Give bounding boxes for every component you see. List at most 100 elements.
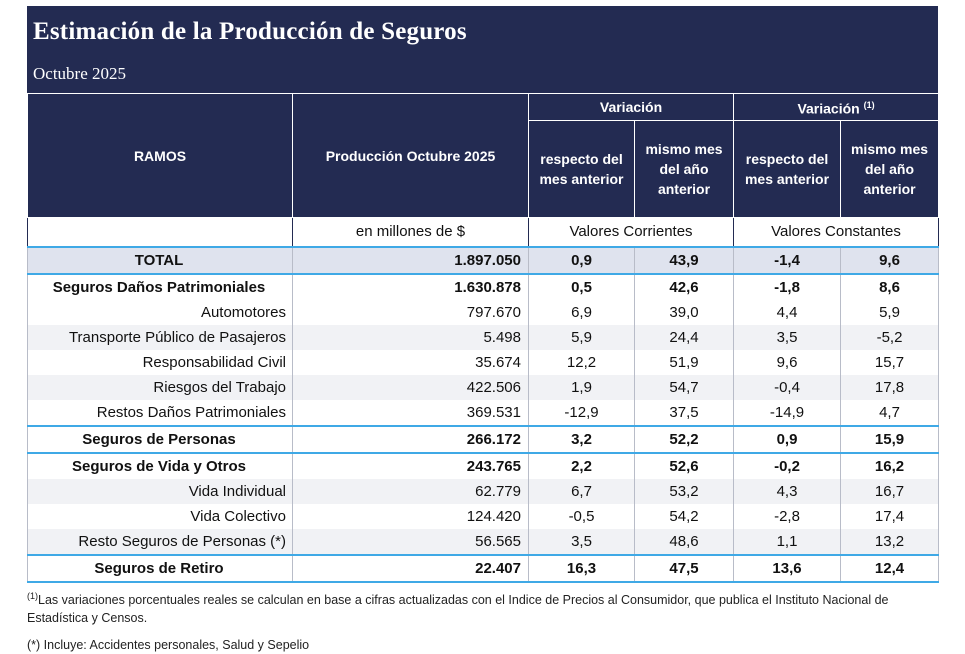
row-var-real-mes: -0,2 [733,452,842,479]
row-var-real-mes: 0,9 [733,425,842,453]
col-header-produccion: Producción Octubre 2025 [292,93,529,218]
row-var-mes: 5,9 [528,325,635,350]
row-produccion: 266.172 [292,425,529,453]
report-frame: Estimación de la Producción de Seguros O… [27,6,940,583]
row-var-anio: 54,7 [633,375,735,400]
row-produccion: 797.670 [292,300,529,325]
row-var-real-anio: 15,9 [840,425,940,453]
footnote-1: (1)Las variaciones porcentuales reales s… [27,591,889,626]
row-name: Seguros de Personas [27,425,293,453]
row-var-anio: 52,6 [633,452,735,479]
row-var-real-mes: 4,3 [733,479,842,504]
row-name: Transporte Público de Pasajeros [27,325,293,350]
title-block: Estimación de la Producción de Seguros O… [27,6,938,93]
row-var-anio: 51,9 [633,350,735,375]
report-title: Estimación de la Producción de Seguros [33,18,467,45]
row-produccion: 62.779 [292,479,529,504]
table-row-section: Seguros Daños Patrimoniales 1.630.878 0,… [27,273,940,300]
row-var-mes: 6,9 [528,300,635,325]
row-name: Automotores [27,300,293,325]
row-var-real-anio: 13,2 [840,529,940,555]
row-var-real-mes: -1,8 [733,273,842,300]
table-row: Vida Colectivo 124.420 -0,5 54,2 -2,8 17… [27,504,940,529]
row-var-anio: 42,6 [633,273,735,300]
table-row: Riesgos del Trabajo 422.506 1,9 54,7 -0,… [27,375,940,400]
table-row-section: Seguros de Retiro 22.407 16,3 47,5 13,6 … [27,554,940,583]
row-produccion: 35.674 [292,350,529,375]
footnote-2: (*) Incluye: Accidentes personales, Salu… [27,638,310,653]
valores-constantes-label: Valores Constantes [733,217,940,247]
row-produccion: 422.506 [292,375,529,400]
row-var-real-mes: 9,6 [733,350,842,375]
row-var-real-mes: 3,5 [733,325,842,350]
row-var-real-anio: 17,8 [840,375,940,400]
row-produccion: 243.765 [292,452,529,479]
row-var-real-mes: 4,4 [733,300,842,325]
row-var-mes: 3,5 [528,529,635,555]
row-var-real-anio: 16,2 [840,452,940,479]
row-var-anio: 43,9 [633,246,735,275]
row-name: TOTAL [27,246,293,275]
row-produccion: 124.420 [292,504,529,529]
row-name: Restos Daños Patrimoniales [27,400,293,426]
row-var-anio: 48,6 [633,529,735,555]
unit-spacer [27,217,293,247]
row-produccion: 1.630.878 [292,273,529,300]
row-var-real-mes: 1,1 [733,529,842,555]
row-var-real-anio: 17,4 [840,504,940,529]
row-var-mes: 12,2 [528,350,635,375]
row-name: Vida Colectivo [27,504,293,529]
row-name: Seguros de Vida y Otros [27,452,293,479]
row-produccion: 56.565 [292,529,529,555]
row-var-mes: 3,2 [528,425,635,453]
row-var-mes: -12,9 [528,400,635,426]
row-name: Responsabilidad Civil [27,350,293,375]
col-header-mismo-mes-real: mismo mes del año anterior [840,120,940,218]
row-var-mes: 1,9 [528,375,635,400]
row-var-mes: 0,5 [528,273,635,300]
table-row-total: TOTAL 1.897.050 0,9 43,9 -1,4 9,6 [27,246,940,275]
production-table: RAMOS Producción Octubre 2025 Variación … [27,93,940,583]
row-name: Seguros Daños Patrimoniales [27,273,293,300]
row-var-real-anio: 9,6 [840,246,940,275]
valores-corrientes-label: Valores Corrientes [527,217,735,247]
table-row: Responsabilidad Civil 35.674 12,2 51,9 9… [27,350,940,375]
row-var-mes: 2,2 [528,452,635,479]
row-var-real-anio: 16,7 [840,479,940,504]
table-row: Restos Daños Patrimoniales 369.531 -12,9… [27,400,940,426]
row-var-real-mes: -14,9 [733,400,842,426]
col-header-variacion-real: Variación (1) [733,93,940,121]
col-header-respecto-mes: respecto del mes anterior [528,120,635,218]
row-var-anio: 54,2 [633,504,735,529]
row-var-real-anio: 15,7 [840,350,940,375]
table-row: Resto Seguros de Personas (*) 56.565 3,5… [27,529,940,555]
col-header-mismo-mes: mismo mes del año anterior [633,120,735,218]
row-var-mes: 6,7 [528,479,635,504]
row-name: Seguros de Retiro [27,554,293,583]
row-var-anio: 37,5 [633,400,735,426]
report-subtitle: Octubre 2025 [33,64,127,83]
row-name: Resto Seguros de Personas (*) [27,529,293,555]
row-var-real-anio: 5,9 [840,300,940,325]
col-header-respecto-mes-real: respecto del mes anterior [733,120,842,218]
row-produccion: 5.498 [292,325,529,350]
unit-label: en millones de $ [292,217,529,247]
row-produccion: 22.407 [292,554,529,583]
row-var-anio: 39,0 [633,300,735,325]
row-name: Riesgos del Trabajo [27,375,293,400]
row-var-mes: 16,3 [528,554,635,583]
row-var-anio: 24,4 [633,325,735,350]
row-produccion: 369.531 [292,400,529,426]
row-var-real-anio: -5,2 [840,325,940,350]
footnotes: (1)Las variaciones porcentuales reales s… [27,587,927,654]
row-var-anio: 47,5 [633,554,735,583]
row-name: Vida Individual [27,479,293,504]
row-var-anio: 52,2 [633,425,735,453]
row-var-mes: -0,5 [528,504,635,529]
col-header-variacion: Variación [527,93,735,121]
row-var-real-anio: 8,6 [840,273,940,300]
table-row-section: Seguros de Personas 266.172 3,2 52,2 0,9… [27,425,940,453]
row-var-real-anio: 12,4 [840,554,940,583]
row-produccion: 1.897.050 [292,246,529,275]
table-row: Automotores 797.670 6,9 39,0 4,4 5,9 [27,300,940,325]
